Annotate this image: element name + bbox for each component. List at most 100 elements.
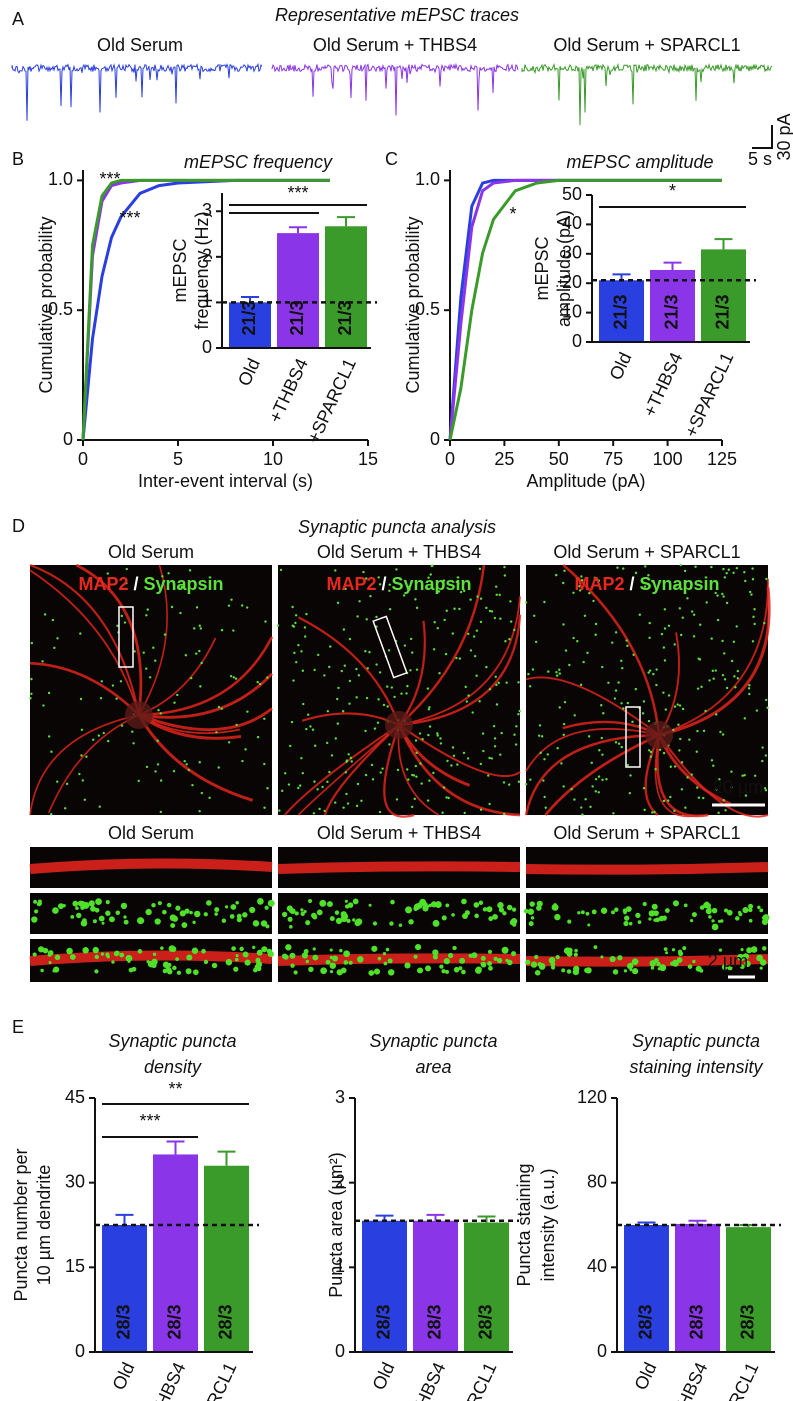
crop-dot [653,957,659,963]
puncta-dot [680,788,684,791]
crop-dot [471,952,478,959]
significance-label: * [669,181,676,201]
puncta-dot [234,677,238,680]
crop-dot [413,954,418,959]
puncta-dot [371,778,375,781]
crop-dot [92,946,99,954]
crop-dot [260,920,268,927]
x-tick-label: 5 [173,449,183,469]
crop-dot [72,900,79,907]
puncta-dot [428,779,431,782]
puncta-dot [30,677,33,681]
puncta-dot [678,749,681,752]
puncta-dot [80,728,84,731]
puncta-dot [628,791,632,795]
crop-dot [233,966,239,972]
scale-small-label: 2 µm [708,951,748,971]
puncta-dot [629,774,632,777]
puncta-dot [663,608,667,611]
soma [124,701,153,729]
puncta-dot [481,732,485,735]
crop-dot [413,906,419,912]
crop-dot [600,955,604,959]
crop-dot [567,919,572,924]
puncta-dot [543,795,546,799]
crop-dot [587,923,591,927]
puncta-dot [686,776,689,779]
puncta-dot [752,615,755,619]
crop-dot [312,954,319,961]
crop-dot [70,914,75,919]
puncta-dot [736,677,740,680]
crop-dot [683,903,688,908]
puncta-dot [229,675,233,678]
puncta-dot [692,613,696,616]
crop-dot [66,947,73,955]
crop-dot [692,959,696,964]
puncta-dot [634,687,637,691]
puncta-dot [232,676,236,679]
crop-dot [184,908,190,914]
crop-dot [721,964,728,970]
puncta-dot [597,775,601,778]
puncta-dot [651,579,654,583]
puncta-dot [694,565,697,569]
annotation: * [509,204,516,224]
puncta-dot [348,702,351,705]
crop-dot [69,954,76,960]
puncta-dot [743,774,746,777]
crop-dot [336,969,343,976]
crop-dot [585,911,590,916]
crop-dot [300,911,305,916]
chart-title: mEPSC amplitude [566,152,713,172]
crop-dot [635,912,641,919]
crop-dot [120,902,128,910]
puncta-dot [584,798,587,801]
puncta-dot [56,637,59,640]
puncta-dot [365,696,369,700]
crop-dot [663,947,668,952]
puncta-dot [364,729,367,733]
puncta-dot [648,669,652,672]
x-tick-label: 10 [263,449,283,469]
puncta-dot [303,626,307,629]
crop-dot [372,921,378,926]
puncta-dot [451,746,455,749]
puncta-dot [748,684,751,687]
bar [204,1165,249,1352]
puncta-dot [485,606,488,610]
puncta-dot [116,624,119,627]
crop-dot [283,954,289,960]
puncta-dot [744,794,748,797]
puncta-dot [648,621,651,625]
puncta-dot [493,616,497,620]
y-tick-label: 0 [335,1341,345,1361]
y-tick-label: 1 [335,1256,345,1276]
puncta-dot [704,709,707,713]
puncta-dot [753,608,756,611]
soma [385,711,413,739]
puncta-dot [179,611,182,615]
dendrite [75,563,143,716]
x-axis-label: Amplitude (pA) [526,471,645,491]
puncta-dot [488,688,492,691]
y-tick-label: 120 [577,1087,607,1107]
puncta-dot [547,670,550,673]
crop-dot [290,963,295,968]
panel-letter: E [12,1017,24,1037]
puncta-dot [415,751,418,755]
crop-dot [191,947,199,954]
image-label: Old Serum [108,542,194,562]
puncta-dot [463,811,466,815]
puncta-dot [386,685,389,688]
crop-dot [255,957,261,963]
crop-dot [224,905,229,909]
crop-dot [242,951,249,958]
puncta-dot [505,681,508,684]
crop-dot [527,908,535,915]
puncta-dot [415,775,418,778]
panel-letter: C [385,149,398,169]
crop-dot [249,906,256,914]
puncta-dot [531,668,535,671]
puncta-dot [705,601,708,604]
